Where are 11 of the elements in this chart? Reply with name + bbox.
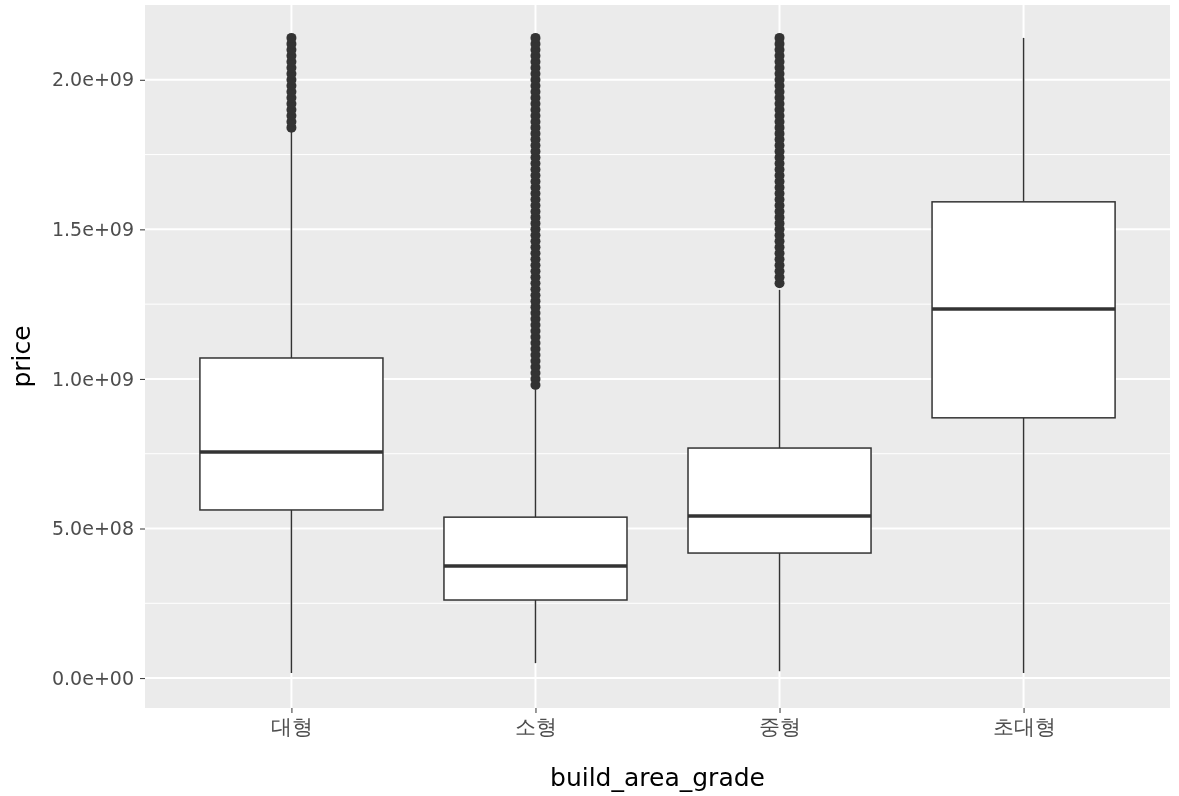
y-tick-label: 1.5e+09 (51, 217, 134, 240)
y-tick-label: 1.0e+09 (51, 367, 134, 390)
y-axis-title: price (7, 325, 36, 388)
y-tick-label: 2.0e+09 (51, 68, 134, 91)
x-tick-label: 대형 (270, 714, 313, 739)
x-tick-label: 소형 (514, 714, 557, 739)
y-tick-label: 5.0e+08 (51, 517, 134, 540)
x-axis-title: build_area_grade (550, 763, 765, 792)
x-tick-label: 초대형 (992, 714, 1056, 739)
x-tick-label: 중형 (759, 714, 802, 739)
y-tick-label: 0.0e+00 (51, 666, 134, 689)
